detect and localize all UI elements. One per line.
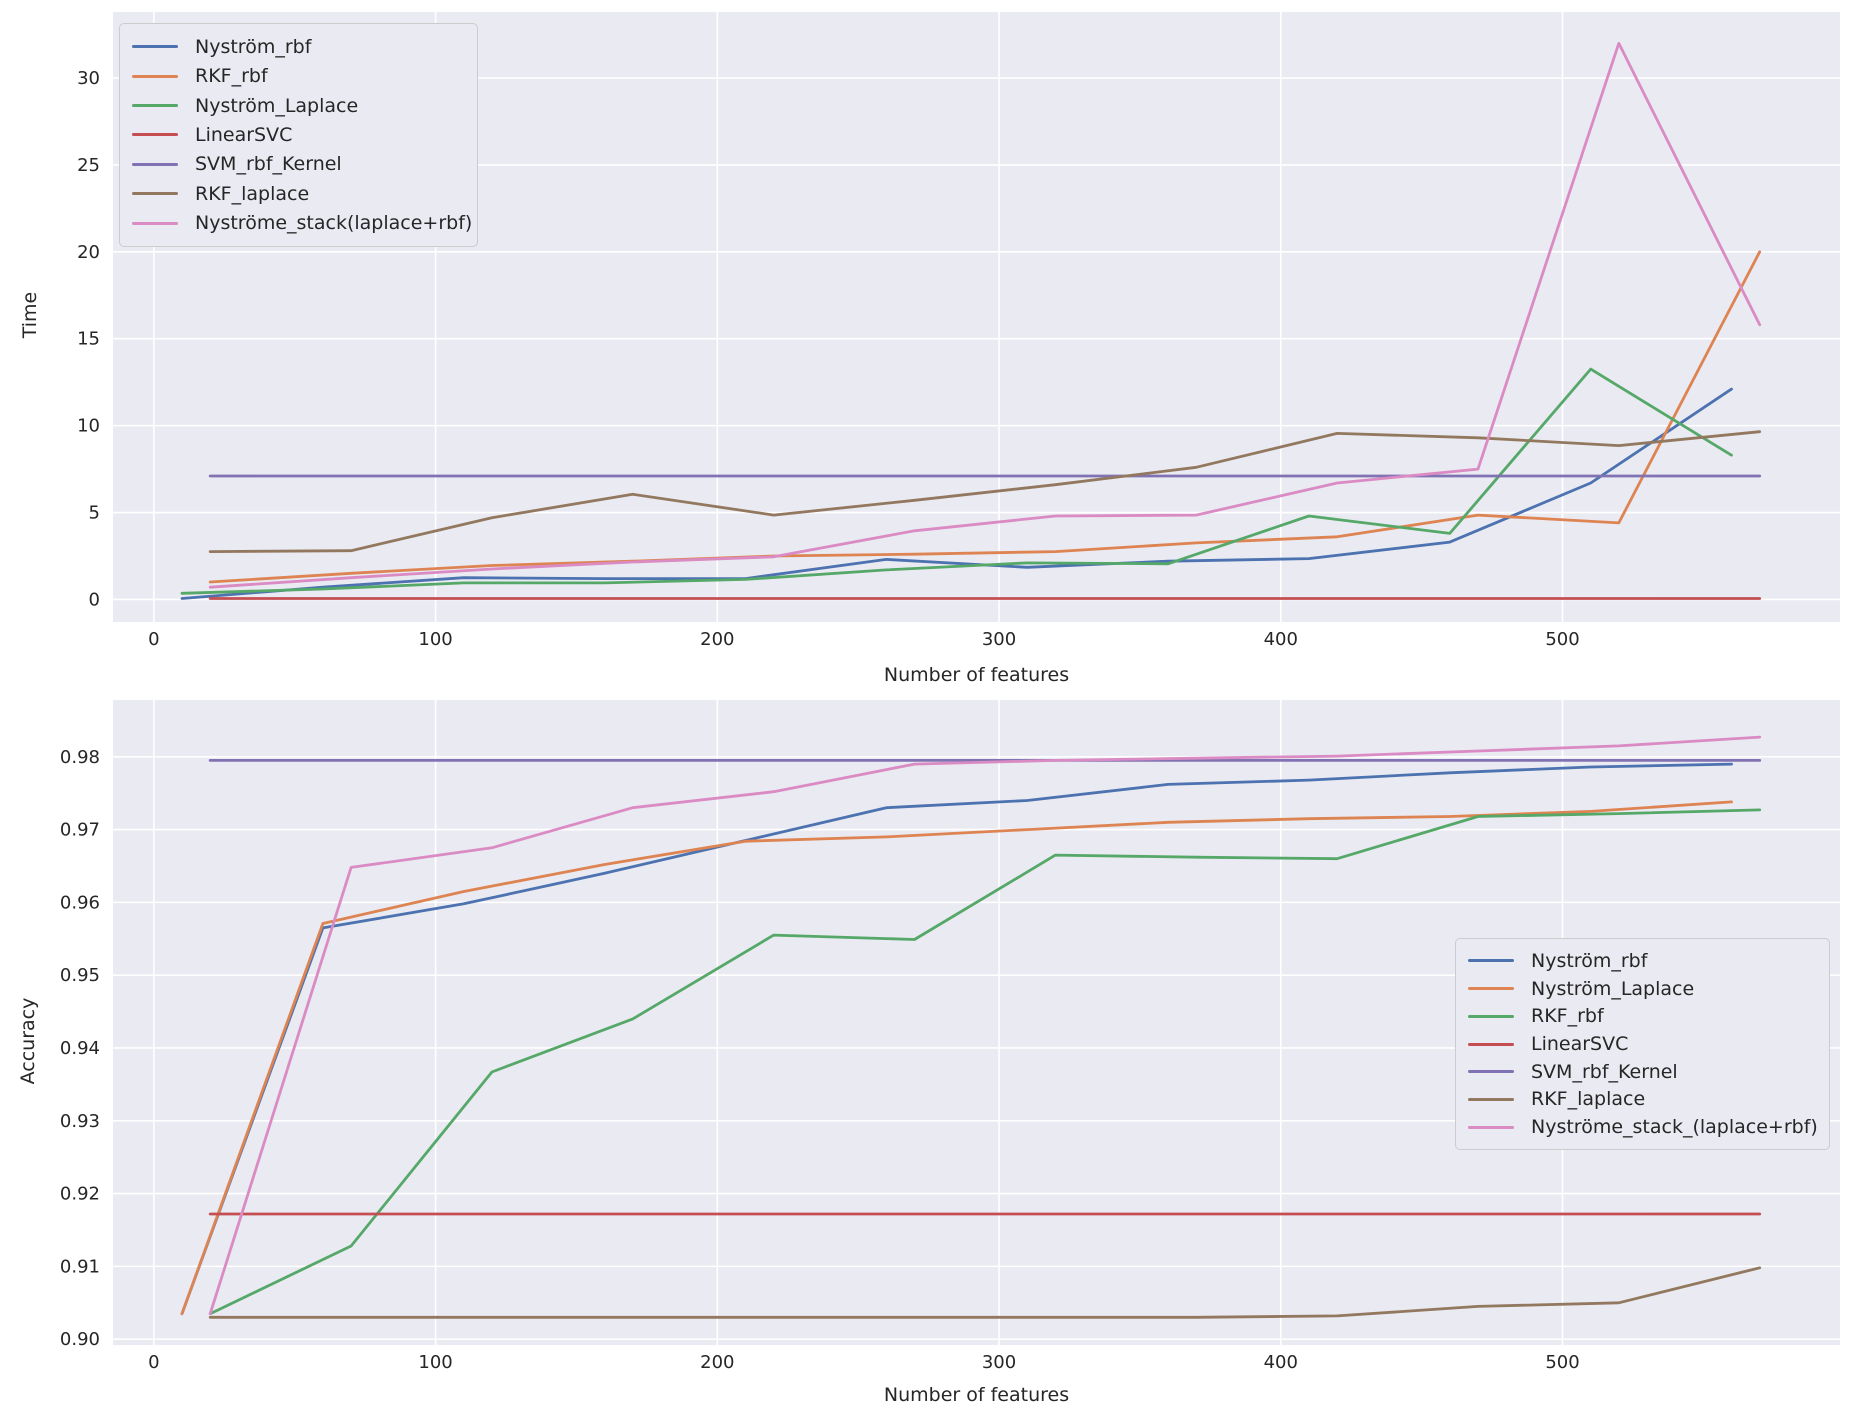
- series-line-RKF_rbf: [208, 808, 1762, 1316]
- legend-label: RKF_rbf: [1531, 1005, 1604, 1028]
- series-line-Nyströme_stack_(laplace+rbf): [208, 735, 1762, 1316]
- series-line-Nyström_rbf: [180, 387, 1733, 600]
- legend-line-swatch: [1468, 1125, 1514, 1129]
- x-tick-label: 0: [148, 1352, 159, 1373]
- x-tick-label: 200: [700, 629, 734, 650]
- legend-bottom: Nyström_rbf Nyström_Laplace RKF_rbf LinearS…: [1455, 938, 1830, 1150]
- y-tick-label: 5: [89, 503, 100, 524]
- legend-label: Nyström_rbf: [1531, 949, 1648, 972]
- legend-item-LinearSVC: LinearSVC: [1468, 1030, 1815, 1058]
- y-tick-label: 0.98: [60, 747, 100, 768]
- legend-line-swatch: [132, 221, 178, 225]
- legend-label: Nyströme_stack_(laplace+rbf): [1531, 1116, 1818, 1139]
- legend-top: Nyström_rbf RKF_rbf Nyström_Laplace LinearS…: [119, 23, 478, 247]
- x-tick-label: 500: [1545, 629, 1579, 650]
- legend-line-swatch: [1468, 959, 1514, 963]
- y-tick-label: 0.90: [60, 1329, 100, 1350]
- legend-line-swatch: [132, 45, 178, 49]
- x-tick-label: 300: [982, 629, 1016, 650]
- y-tick-label: 0.97: [60, 820, 100, 841]
- x-tick-label: 400: [1264, 1352, 1298, 1373]
- legend-line-swatch: [1468, 987, 1514, 991]
- legend-item-Nyströme_stack(laplace+rbf): Nyströme_stack(laplace+rbf): [132, 209, 472, 238]
- legend-label: RKF_rbf: [195, 65, 268, 88]
- series-line-RKF_laplace: [208, 430, 1762, 553]
- x-tick-label: 200: [700, 1352, 734, 1373]
- legend-line-swatch: [132, 133, 178, 137]
- legend-item-SVM_rbf_Kernel: SVM_rbf_Kernel: [132, 150, 463, 179]
- legend-line-swatch: [132, 104, 178, 108]
- legend-item-Nyströme_stack_(laplace+rbf): Nyströme_stack_(laplace+rbf): [1468, 1113, 1818, 1141]
- legend-label: Nyströme_stack(laplace+rbf): [195, 212, 473, 235]
- x-tick-label: 100: [418, 1352, 452, 1373]
- series-line-Nyström_rbf: [180, 762, 1733, 1316]
- legend-line-swatch: [1468, 1042, 1514, 1046]
- legend-label: LinearSVC: [1531, 1033, 1629, 1056]
- legend-label: Nyström_Laplace: [195, 94, 359, 117]
- legend-label: Nyström_rbf: [195, 35, 312, 58]
- series-line-Nyström_Laplace: [180, 367, 1733, 595]
- y-tick-label: 15: [77, 329, 100, 350]
- legend-label: SVM_rbf_Kernel: [1531, 1060, 1678, 1083]
- legend-item-RKF_laplace: RKF_laplace: [1468, 1086, 1815, 1114]
- series-line-RKF_rbf: [208, 250, 1762, 584]
- legend-line-swatch: [132, 162, 178, 166]
- legend-label: SVM_rbf_Kernel: [195, 153, 342, 176]
- legend-item-Nyström_Laplace: Nyström_Laplace: [132, 91, 463, 120]
- legend-item-RKF_rbf: RKF_rbf: [1468, 1002, 1815, 1030]
- x-tick-label: 300: [982, 1352, 1016, 1373]
- y-tick-label: 0.96: [60, 892, 100, 913]
- y-tick-label: 0.91: [60, 1256, 100, 1277]
- legend-label: Nyström_Laplace: [1531, 977, 1695, 1000]
- x-tick-label: 400: [1264, 629, 1298, 650]
- legend-line-swatch: [132, 74, 178, 78]
- y-tick-label: 30: [77, 68, 100, 89]
- legend-line-swatch: [1468, 1097, 1514, 1101]
- x-tick-label: 100: [418, 629, 452, 650]
- y-tick-label: 20: [77, 242, 100, 263]
- y-tick-label: 0: [89, 589, 100, 610]
- legend-item-SVM_rbf_Kernel: SVM_rbf_Kernel: [1468, 1058, 1815, 1086]
- legend-line-swatch: [132, 192, 178, 196]
- legend-item-RKF_laplace: RKF_laplace: [132, 179, 463, 208]
- legend-label: RKF_laplace: [195, 182, 310, 205]
- xlabel-top: Number of features: [883, 664, 1070, 686]
- y-tick-label: 0.92: [60, 1184, 100, 1205]
- series-line-Nyströme_stack(laplace+rbf): [208, 41, 1762, 589]
- y-tick-label: 0.94: [60, 1038, 100, 1059]
- ylabel-top: Time: [19, 291, 41, 339]
- y-tick-label: 0.95: [60, 965, 100, 986]
- y-tick-label: 0.93: [60, 1111, 100, 1132]
- y-tick-label: 25: [77, 155, 100, 176]
- series-line-RKF_laplace: [208, 1266, 1762, 1319]
- legend-item-Nyström_rbf: Nyström_rbf: [1468, 947, 1815, 975]
- xlabel-bottom: Number of features: [883, 1384, 1070, 1406]
- x-tick-label: 0: [148, 629, 159, 650]
- x-tick-label: 500: [1545, 1352, 1579, 1373]
- legend-label: LinearSVC: [195, 123, 293, 146]
- legend-item-Nyström_rbf: Nyström_rbf: [132, 32, 463, 61]
- legend-item-Nyström_Laplace: Nyström_Laplace: [1468, 975, 1815, 1003]
- ylabel-bottom: Accuracy: [17, 997, 39, 1085]
- legend-item-RKF_rbf: RKF_rbf: [132, 61, 463, 90]
- series-line-Nyström_Laplace: [180, 800, 1733, 1316]
- legend-label: RKF_laplace: [1531, 1088, 1646, 1111]
- legend-line-swatch: [1468, 1014, 1514, 1018]
- legend-line-swatch: [1468, 1070, 1514, 1074]
- legend-item-LinearSVC: LinearSVC: [132, 120, 463, 149]
- y-tick-label: 10: [77, 416, 100, 437]
